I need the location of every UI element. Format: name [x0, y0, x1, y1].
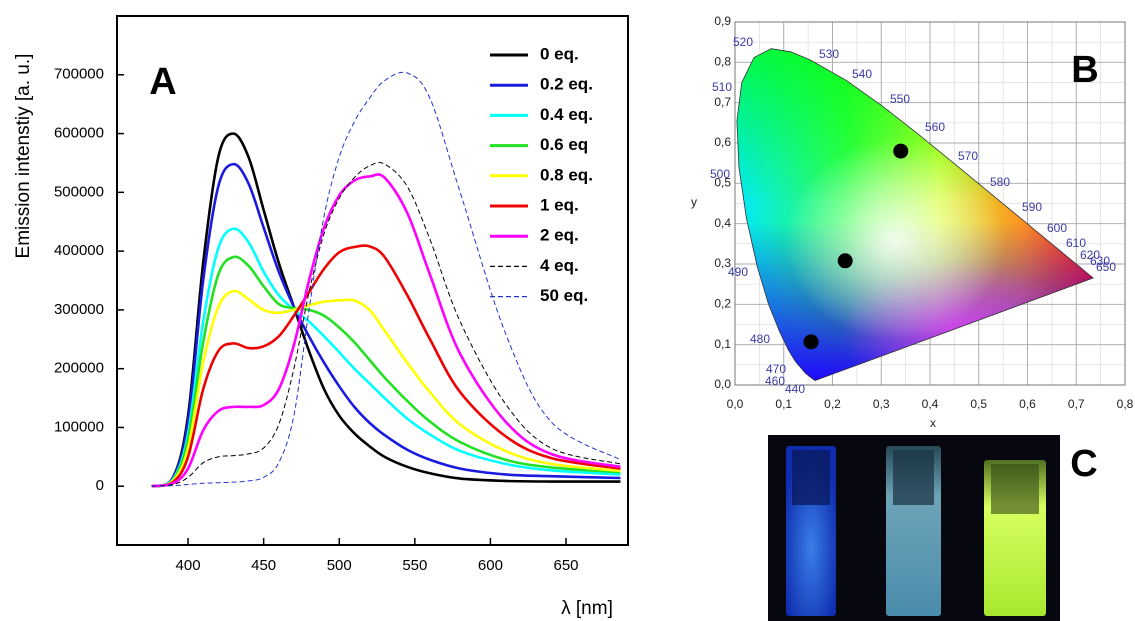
- x-tick-label: 500: [327, 557, 352, 574]
- legend-label: 0 eq.: [540, 44, 579, 63]
- cuvette-top: [991, 464, 1039, 514]
- legend-label: 0.2 eq.: [540, 75, 593, 94]
- y-tick-label: 200000: [54, 360, 104, 377]
- y-tick-label: 600000: [54, 125, 104, 142]
- wavelength-label: 590: [1022, 200, 1042, 214]
- x-tick-label: 0,7: [1068, 397, 1085, 411]
- y-tick-label: 0,5: [714, 176, 731, 190]
- series-line: [151, 244, 621, 488]
- x-tick-label: 0,1: [775, 397, 792, 411]
- wavelength-label: 470: [766, 362, 786, 376]
- legend-label: 50 eq.: [540, 286, 588, 305]
- series-line: [151, 227, 621, 488]
- series-line: [151, 255, 621, 488]
- y-tick-label: 0,1: [714, 337, 731, 351]
- wavelength-label: 600: [1047, 221, 1067, 235]
- chromaticity-point: [803, 334, 819, 350]
- y-tick-label: 300000: [54, 301, 104, 318]
- wavelength-label: 500: [710, 167, 730, 181]
- chromaticity-point: [837, 253, 853, 269]
- series-line: [151, 132, 621, 488]
- x-tick-label: 0,3: [873, 397, 890, 411]
- legend-label: 2 eq.: [540, 226, 579, 245]
- panel-label: B: [1071, 49, 1098, 91]
- series-line: [151, 162, 621, 488]
- x-tick-label: 0,0: [727, 397, 744, 411]
- series-line: [151, 289, 621, 488]
- panel-b: 0,0 0,1 0,2 0,3 0,4 0,5 0,6 0,7 0,8 0,0 0,1 0,2 0,3 0…: [691, 14, 1134, 430]
- y-tick-label: 400000: [54, 242, 104, 259]
- cuvette-top: [792, 450, 830, 505]
- x-tick-label: 0,2: [824, 397, 841, 411]
- x-axis-label: x: [930, 416, 936, 430]
- cuvette-top: [893, 450, 934, 505]
- y-tick-label: 0,8: [714, 55, 731, 69]
- x-tick-label: 0,6: [1019, 397, 1036, 411]
- wavelength-label: 560: [925, 120, 945, 134]
- gamut-white: [785, 140, 1005, 340]
- panel-a: 0 100000 200000 300000 400000 500000 600000 700…: [13, 15, 629, 619]
- wavelength-label: 650: [1096, 260, 1116, 274]
- wavelength-label: 580: [990, 175, 1010, 189]
- legend-label: 0.8 eq.: [540, 165, 593, 184]
- wavelength-label: 630: [1090, 254, 1110, 268]
- wavelength-label: 620: [1080, 248, 1100, 262]
- x-tick-label: 600: [478, 557, 503, 574]
- wavelength-label: 610: [1066, 236, 1086, 250]
- panel-label: C: [1070, 443, 1097, 485]
- wavelength-label: 490: [728, 265, 748, 279]
- y-tick-label: 0,0: [714, 377, 731, 391]
- y-tick-label: 500000: [54, 183, 104, 200]
- y-tick-label: 0,4: [714, 216, 731, 230]
- wavelength-label: 550: [890, 92, 910, 106]
- panel-c: C: [768, 435, 1098, 621]
- y-axis-label: Emission intenstiy [a. u.]: [13, 54, 34, 259]
- wavelength-label: 480: [750, 332, 770, 346]
- series-line: [151, 71, 621, 487]
- y-tick-label: 100000: [54, 418, 104, 435]
- y-tick-label: 0,3: [714, 256, 731, 270]
- series-line: [151, 173, 621, 488]
- panel-label: A: [149, 61, 176, 103]
- wavelength-label: 460: [765, 374, 785, 388]
- plot-frame: [116, 15, 629, 546]
- wavelength-label: 530: [819, 47, 839, 61]
- series-line: [151, 162, 621, 487]
- legend-label: 1 eq.: [540, 195, 579, 214]
- wavelength-label: 540: [852, 67, 872, 81]
- y-tick-label: 700000: [54, 66, 104, 83]
- legend-label: 0.4 eq.: [540, 105, 593, 124]
- wavelength-label: 570: [958, 149, 978, 163]
- x-tick-label: 0,5: [970, 397, 987, 411]
- x-tick-label: 0,8: [1117, 397, 1134, 411]
- chromaticity-point: [893, 143, 909, 159]
- legend-label: 4 eq.: [540, 256, 579, 275]
- x-tick-label: 450: [251, 557, 276, 574]
- y-tick-label: 0: [96, 477, 104, 494]
- legend-label: 0.6 eq: [540, 135, 588, 154]
- x-tick-label: 650: [553, 557, 578, 574]
- y-tick-label: 0,6: [714, 135, 731, 149]
- plot-frame: [734, 21, 1126, 386]
- x-tick-label: 0,4: [922, 397, 939, 411]
- y-tick-label: 0,2: [714, 297, 731, 311]
- y-axis-label: y: [691, 195, 697, 209]
- x-axis-label: λ [nm]: [561, 598, 613, 619]
- wavelength-label: 520: [733, 35, 753, 49]
- x-tick-label: 400: [176, 557, 201, 574]
- spectral-locus: [736, 48, 1094, 382]
- y-tick-label: 0,7: [714, 95, 731, 109]
- y-tick-label: 0,9: [714, 14, 731, 28]
- wavelength-label: 440: [785, 382, 805, 396]
- chromaticity-fill: [736, 48, 1094, 381]
- wavelength-label: 510: [712, 80, 732, 94]
- x-tick-label: 550: [402, 557, 427, 574]
